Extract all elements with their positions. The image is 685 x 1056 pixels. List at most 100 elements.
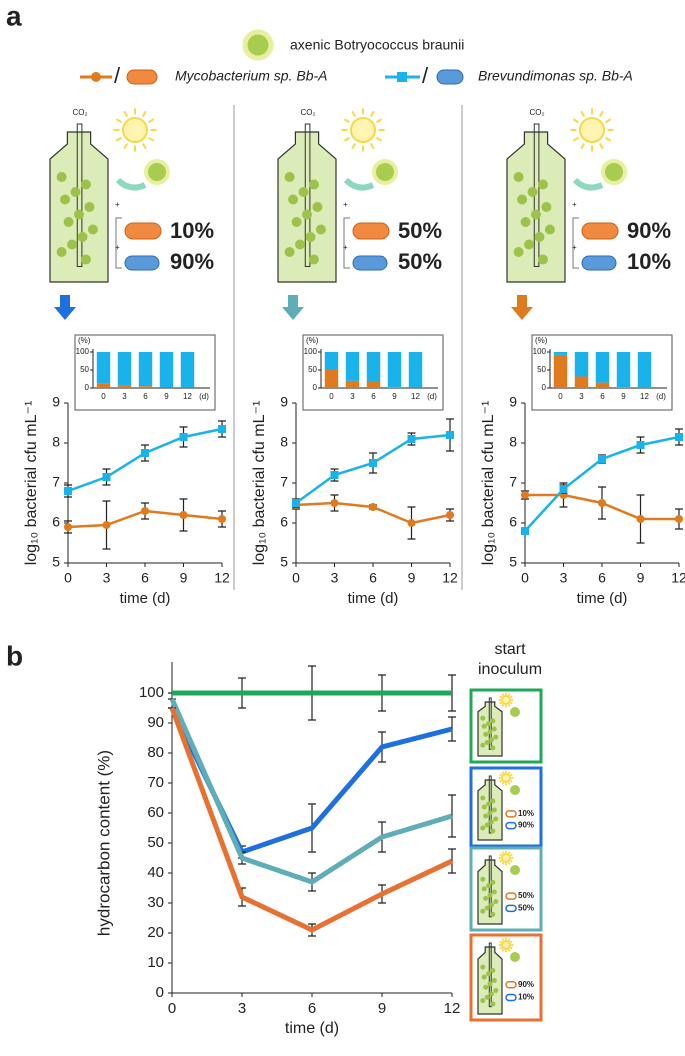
sun-ray <box>507 938 511 941</box>
sun <box>501 695 511 705</box>
x-tick-label: 3 <box>238 1000 246 1017</box>
cell <box>488 819 494 825</box>
cell <box>524 239 535 250</box>
sun <box>501 853 511 863</box>
cell <box>284 172 295 182</box>
bar-segment <box>96 383 111 388</box>
y-tick-label: 100 <box>76 347 90 356</box>
sun-ray <box>510 853 513 857</box>
cell <box>513 172 524 182</box>
sun-ray <box>510 779 513 783</box>
co2: CO₂ <box>72 108 87 117</box>
marker <box>521 527 529 535</box>
x-tick-label: 12 <box>214 570 230 586</box>
inoculum-myco: 50% <box>398 218 442 243</box>
sun-ray <box>510 695 513 699</box>
sun-ray <box>501 782 505 785</box>
sun <box>122 117 148 143</box>
cell <box>537 254 548 265</box>
sun-ray <box>572 118 579 124</box>
alga-icon <box>510 865 520 875</box>
y-tick-label: 100 <box>304 347 318 356</box>
y-tick-label: 0 <box>156 984 164 1001</box>
plus: + <box>115 243 120 252</box>
marker <box>218 515 226 523</box>
bar-segment <box>408 352 423 388</box>
cell <box>63 217 74 227</box>
sun-ray <box>510 859 513 863</box>
legend-title: start <box>494 641 526 658</box>
marker <box>102 473 111 481</box>
y-tick-label: 8 <box>509 434 517 450</box>
myco-cell <box>505 810 517 818</box>
add-arrow <box>572 177 604 191</box>
sun-ray <box>376 118 383 124</box>
y-tick-label: 100 <box>533 347 547 356</box>
x-tick-label: 12 <box>444 1000 461 1017</box>
cell <box>517 194 528 205</box>
cell <box>305 232 316 242</box>
cell <box>483 984 489 990</box>
sun-ray <box>343 118 350 124</box>
bar-segment <box>387 387 402 388</box>
slash: / <box>114 63 121 88</box>
plus: + <box>572 200 577 209</box>
x-tick-label: 12 <box>411 392 420 401</box>
cell <box>308 254 319 265</box>
y-tick-label: 0 <box>85 383 90 392</box>
cell <box>308 179 319 190</box>
y-tick-label: 9 <box>52 394 60 410</box>
sun-ray <box>369 110 375 117</box>
sun-ray <box>605 118 612 124</box>
sun-ray <box>598 143 604 150</box>
marker <box>675 515 683 523</box>
x-tick-label: 0 <box>64 570 72 586</box>
inoculum-brev: 10% <box>518 993 534 1002</box>
sun-ray <box>507 693 511 696</box>
sun-ray <box>598 110 604 117</box>
sun-ray <box>501 862 505 865</box>
legend-label: Brevundimonas sp. Bb-A <box>478 68 633 84</box>
inoculum-brev: 50% <box>518 904 534 913</box>
sun-ray <box>123 143 129 150</box>
x-axis-label: time (d) <box>348 590 399 607</box>
y-tick-label: 6 <box>52 514 60 530</box>
cell <box>480 715 486 721</box>
bar-segment <box>553 354 568 388</box>
sun-ray <box>499 853 502 857</box>
inoculum-brev: 50% <box>398 249 442 274</box>
cell <box>315 224 326 235</box>
marker <box>446 431 454 439</box>
myco-cell <box>124 222 162 240</box>
sun-ray <box>510 940 513 944</box>
alga-icon <box>144 159 170 185</box>
bar-segment <box>553 352 568 355</box>
sun-ray <box>510 773 513 777</box>
cell <box>493 899 499 905</box>
sun-ray <box>605 136 612 142</box>
sun-ray <box>510 701 513 705</box>
inoculum-myco: 10% <box>518 809 534 818</box>
x-unit: (d) <box>427 392 437 401</box>
sun-ray <box>499 701 502 705</box>
sun-ray <box>141 110 147 117</box>
sun-ray <box>501 704 505 707</box>
flask <box>277 131 337 283</box>
y-tick-label: 6 <box>280 514 288 530</box>
x-tick-label: 6 <box>598 570 606 586</box>
brev-cell <box>124 255 160 271</box>
myco-cell <box>505 892 517 900</box>
cell <box>484 994 490 1000</box>
bar-segment <box>324 370 339 388</box>
legend-cell <box>436 69 464 85</box>
alga-icon <box>242 29 274 61</box>
cell <box>56 172 67 182</box>
sun-ray <box>499 779 502 783</box>
bar-segment <box>366 381 381 388</box>
sun-ray <box>123 110 129 117</box>
marker <box>675 433 683 441</box>
y-tick-label: 7 <box>280 474 288 490</box>
cell <box>491 978 497 983</box>
y-tick-label: 8 <box>52 434 60 450</box>
legend-alga: axenic Botryococcus braunii <box>290 37 464 53</box>
